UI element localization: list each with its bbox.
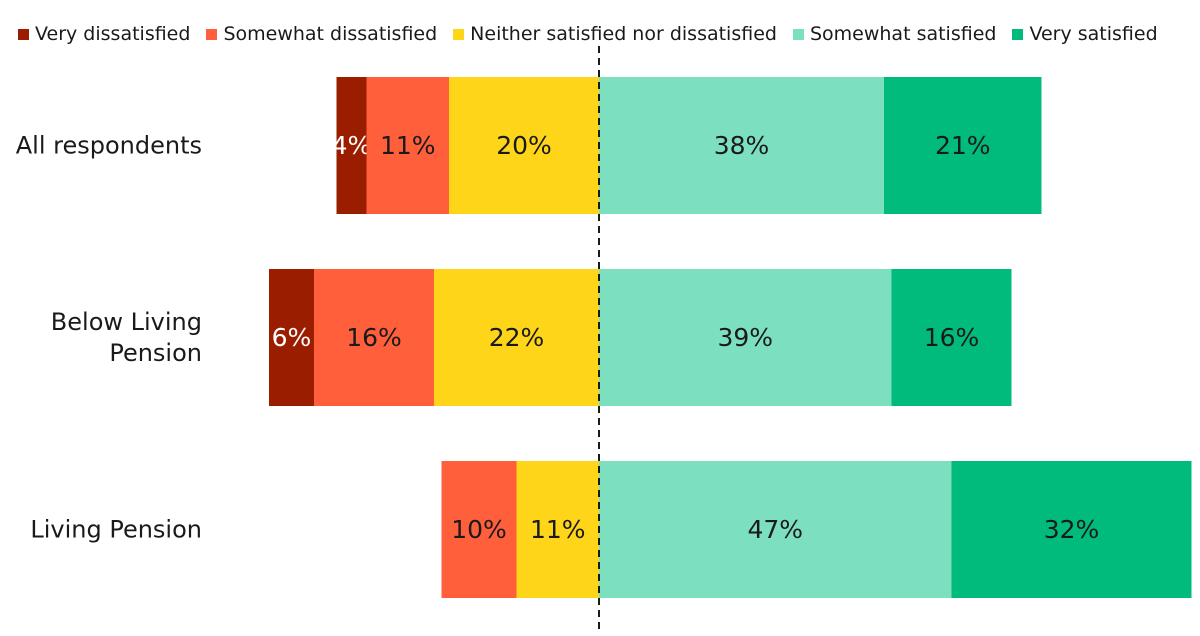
data-label: 20% [496,131,552,160]
data-label: 22% [489,323,545,352]
legend-label: Somewhat dissatisfied [223,23,438,45]
bar-segment-neither-satisfied-nor-dissatisfied [434,269,599,406]
category-label-below-living-pension: Below Living Pension [51,308,202,367]
bar-row-living-pension: 10% 11% 47% 32% [441,461,1192,598]
bar-segment-somewhat-dissatisfied [314,269,434,406]
bar-segment-neither-satisfied-nor-dissatisfied [516,461,599,598]
data-label: 47% [748,515,804,544]
legend-swatch [792,28,804,40]
bar-segment-somewhat-satisfied [599,461,952,598]
bar-segment-very-dissatisfied [336,77,367,214]
data-label: 38% [714,131,770,160]
data-label: 4% [332,131,372,160]
legend-item-somewhat-satisfied: Somewhat satisfied [792,23,997,45]
category-label-all-respondents: All respondents [16,132,202,160]
bar-segment-neither-satisfied-nor-dissatisfied [449,77,599,214]
data-label: 6% [272,323,312,352]
bar-segment-very-satisfied [884,77,1042,214]
bar-segment-very-dissatisfied [269,269,314,406]
legend-item-somewhat-dissatisfied: Somewhat dissatisfied [206,23,437,45]
bar-row-below-living-pension: 6% 16% 22% 39% 16% [269,269,1012,406]
legend-swatch [18,28,29,40]
data-label: 21% [935,131,991,160]
legend-swatch [453,28,465,40]
bar-segment-somewhat-satisfied [599,77,884,214]
bar-row-all-respondents: 4% 11% 20% 38% 21% [332,77,1042,214]
bar-segment-very-satisfied [951,461,1192,598]
bar-segment-somewhat-dissatisfied [441,461,517,598]
legend-item-very-satisfied: Very satisfied [1012,23,1158,45]
bar-segment-very-satisfied [891,269,1012,406]
data-label: 11% [380,131,436,160]
category-label-living-pension: Living Pension [30,516,202,544]
legend-label: Very dissatisfied [35,23,191,45]
bar-segment-somewhat-satisfied [599,269,892,406]
legend-label: Somewhat satisfied [809,23,997,45]
data-label: 10% [451,515,507,544]
legend-item-very-dissatisfied: Very dissatisfied [18,23,190,45]
data-label: 32% [1044,515,1100,544]
data-label: 16% [346,323,402,352]
legend-item-neither-satisfied-nor-dissatisfied: Neither satisfied nor dissatisfied [453,23,777,45]
chart-legend: Very dissatisfied Somewhat dissatisfied Ne… [18,22,1158,46]
legend-swatch [1012,28,1024,40]
legend-swatch [206,28,218,40]
legend-label: Neither satisfied nor dissatisfied [470,23,777,45]
data-label: 39% [718,323,774,352]
data-label: 16% [924,323,980,352]
bar-segment-somewhat-dissatisfied [366,77,449,214]
data-label: 11% [530,515,586,544]
legend-label: Very satisfied [1029,23,1158,45]
